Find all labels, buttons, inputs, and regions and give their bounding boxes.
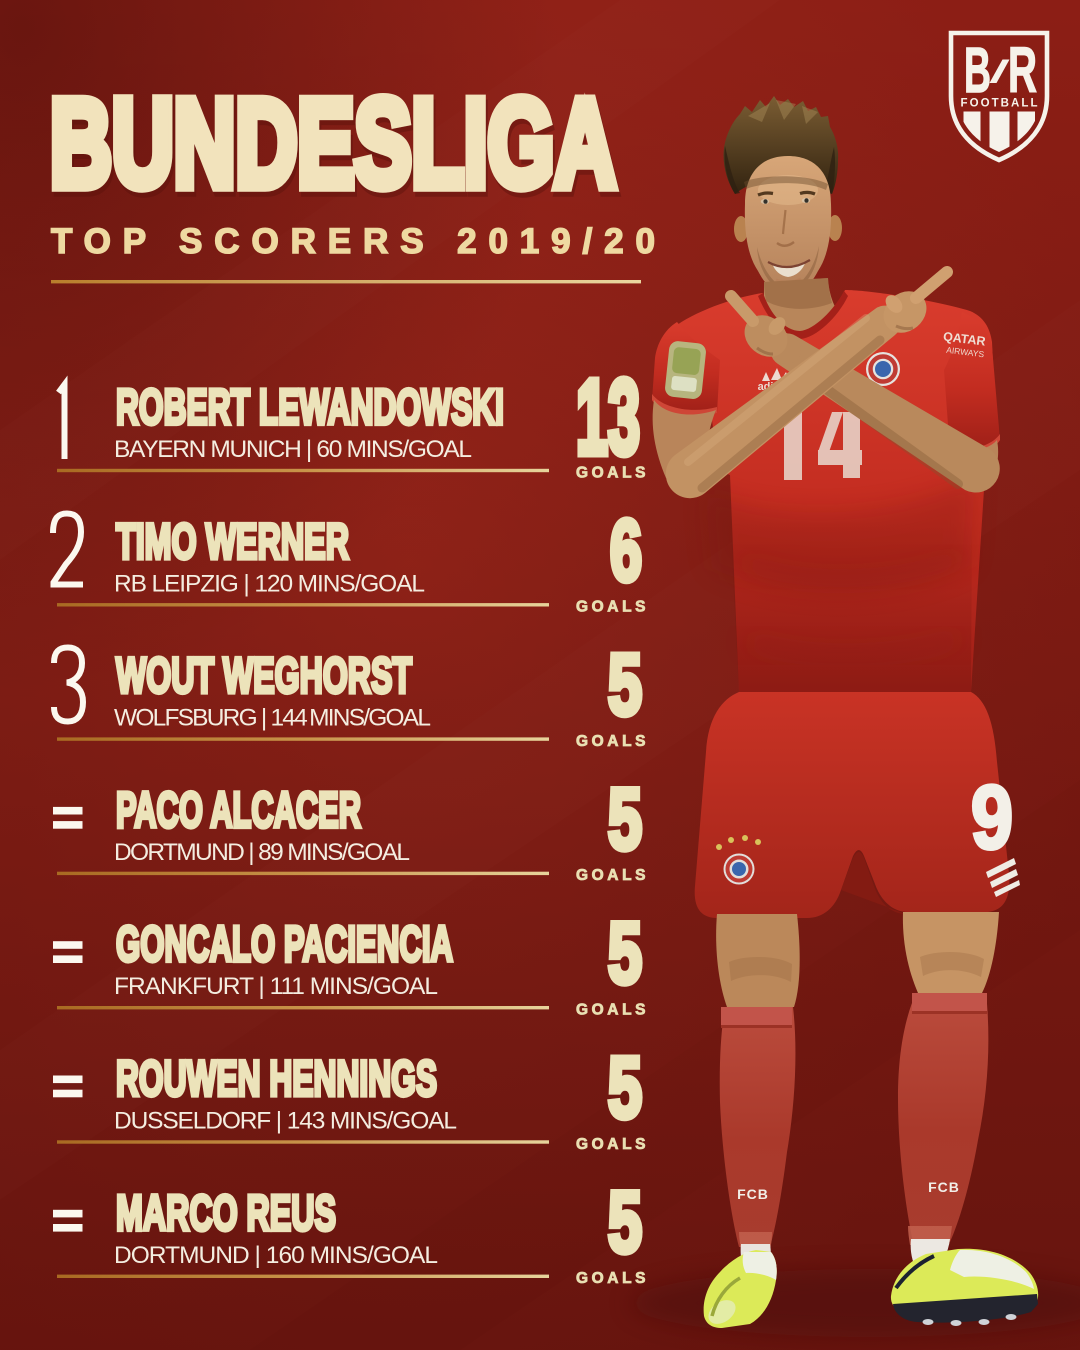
svg-text:BUNDESLIGA: BUNDESLIGA: [50, 75, 616, 213]
svg-text:PACO ALCACER: PACO ALCACER: [116, 781, 361, 838]
svg-text:5: 5: [608, 637, 642, 733]
svg-text:RB LEIPZIG | 120 MINS/GOAL: RB LEIPZIG | 120 MINS/GOAL: [114, 570, 425, 597]
svg-text:9: 9: [971, 768, 1013, 868]
svg-text:DORTMUND | 89 MINS/GOAL: DORTMUND | 89 MINS/GOAL: [114, 839, 410, 866]
svg-text:6: 6: [610, 503, 642, 599]
svg-text:GOALS: GOALS: [576, 599, 646, 616]
svg-text:GOALS: GOALS: [576, 733, 646, 750]
svg-text:GOALS: GOALS: [576, 867, 646, 884]
svg-text:DUSSELDORF | 143 MINS/GOAL: DUSSELDORF | 143 MINS/GOAL: [114, 1108, 457, 1135]
svg-text:WOUT WEGHORST: WOUT WEGHORST: [116, 647, 412, 704]
svg-text:AIRWAYS: AIRWAYS: [946, 345, 985, 360]
svg-text:GOALS: GOALS: [576, 1270, 646, 1287]
svg-text:BUNDESLIGA: BUNDESLIGA: [52, 80, 618, 218]
svg-text:FCB: FCB: [928, 1179, 960, 1195]
svg-text:FCB: FCB: [737, 1186, 769, 1202]
svg-text:R: R: [1008, 34, 1037, 106]
svg-text:MARCO REUS: MARCO REUS: [116, 1184, 336, 1241]
svg-text:GONCALO PACIENCIA: GONCALO PACIENCIA: [116, 915, 453, 972]
svg-text:QATAR: QATAR: [942, 329, 986, 348]
svg-text:B: B: [964, 34, 991, 106]
svg-text:13: 13: [576, 359, 640, 477]
svg-text:GOALS: GOALS: [576, 1002, 646, 1019]
svg-text:5: 5: [608, 1040, 642, 1136]
svg-text:GOALS: GOALS: [576, 1136, 646, 1153]
svg-text:GOALS: GOALS: [576, 464, 646, 481]
svg-text:5: 5: [608, 906, 642, 1002]
svg-text:5: 5: [608, 1174, 642, 1270]
svg-text:FRANKFURT | 111 MINS/GOAL: FRANKFURT | 111 MINS/GOAL: [114, 973, 438, 1000]
svg-text:DORTMUND | 160 MINS/GOAL: DORTMUND | 160 MINS/GOAL: [114, 1242, 438, 1269]
svg-text:ROUWEN HENNINGS: ROUWEN HENNINGS: [116, 1050, 437, 1107]
svg-text:5: 5: [608, 771, 642, 867]
svg-text:ROBERT LEWANDOWSKI: ROBERT LEWANDOWSKI: [116, 378, 504, 435]
svg-text:BAYERN MUNICH | 60 MINS/GOAL: BAYERN MUNICH | 60 MINS/GOAL: [114, 436, 472, 463]
svg-text:TIMO WERNER: TIMO WERNER: [116, 512, 349, 569]
svg-text:WOLFSBURG | 144 MINS/GOAL: WOLFSBURG | 144 MINS/GOAL: [114, 705, 431, 732]
